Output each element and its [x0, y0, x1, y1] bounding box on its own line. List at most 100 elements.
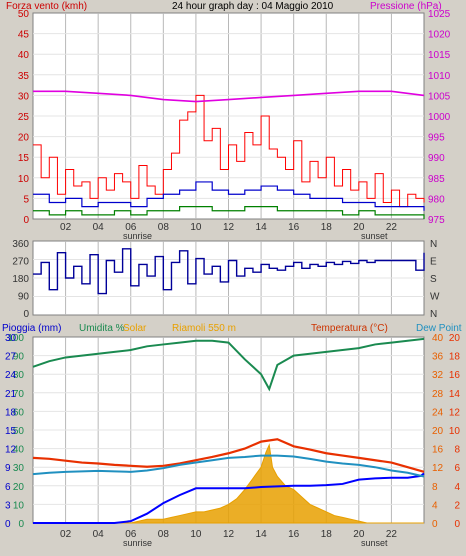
wind-speed-tick: 50 [18, 9, 30, 20]
temperature-tick-secondary: 0 [454, 519, 460, 530]
humidity-tick: 80 [13, 370, 25, 381]
solar-area [33, 443, 424, 524]
wind-speed-line [33, 94, 425, 208]
hour-tick-label: 08 [158, 222, 170, 233]
pressure-label: Pressione (hPa) [370, 1, 442, 12]
direction-compass-tick: S [430, 274, 437, 285]
rain-tick: 15 [5, 426, 17, 437]
wind-speed-tick: 20 [18, 133, 30, 144]
chart-title: 24 hour graph day : 04 Maggio 2010 [172, 1, 334, 12]
pressure-tick: 980 [428, 194, 445, 205]
temperature-tick: 0 [432, 519, 438, 530]
temperature-line [32, 438, 425, 473]
rain-tick: 12 [5, 445, 17, 456]
humidity-tick: 70 [13, 389, 25, 400]
wind-speed-axis: 0 5 10 15 20 25 30 35 40 45 50 [18, 9, 30, 226]
rain-tick: 3 [5, 500, 11, 511]
wind-direction-line [33, 248, 425, 295]
direction-degree-tick: 90 [18, 292, 30, 303]
wind-minimum-line [33, 206, 425, 219]
wind-speed-tick: 5 [23, 194, 29, 205]
temperature-tick: 28 [432, 389, 444, 400]
hour-tick-label: 12 [223, 222, 235, 233]
humidity-tick: 0 [18, 519, 24, 530]
hour-tick-label: 22 [386, 222, 398, 233]
hour-tick-label: 02 [60, 222, 72, 233]
wind-speed-tick: 15 [18, 153, 30, 164]
temperature-tick-secondary: 4 [454, 482, 460, 493]
radiance-label: Riamoli 550 m [172, 323, 236, 334]
hour-tick-label: 16 [288, 222, 300, 233]
pressure-tick: 1020 [428, 30, 451, 41]
bottom-grid [33, 337, 424, 523]
direction-degree-tick: 180 [12, 274, 29, 285]
humidity-label: Umidita % [79, 323, 125, 334]
temperature-tick-secondary: 2 [454, 500, 460, 511]
temperature-tick: 8 [432, 482, 438, 493]
rain-tick: 21 [5, 389, 17, 400]
humidity-line [32, 337, 425, 392]
temperature-tick: 24 [432, 407, 444, 418]
hour-tick-label: 18 [321, 529, 333, 540]
rain-tick: 0 [5, 519, 11, 530]
rain-line [33, 472, 425, 524]
temperature-tick-secondary: 18 [449, 352, 461, 363]
hour-tick-label: 12 [223, 529, 235, 540]
pressure-line [33, 90, 425, 103]
rain-tick: 6 [5, 482, 11, 493]
pressure-tick: 1000 [428, 112, 451, 123]
rain-tick: 24 [5, 370, 17, 381]
pressure-tick: 1015 [428, 50, 451, 61]
pressure-axis: 975 980 985 990 995 1000 1005 1010 1015 1020 1025 [428, 9, 451, 226]
wind-speed-tick: 10 [18, 174, 30, 185]
rain-tick: 27 [5, 352, 17, 363]
hour-tick-label: 20 [353, 529, 365, 540]
hour-tick-label: 16 [288, 529, 300, 540]
direction-degree-axis: 0 90 180 270 360 [12, 239, 29, 320]
rain-tick: 18 [5, 407, 17, 418]
sunrise-label: sunrise [123, 231, 152, 241]
humidity-tick: 20 [13, 482, 25, 493]
top-x-axis: 02 04 06 08 10 12 14 16 18 20 22 [60, 222, 397, 233]
direction-degree-tick: 270 [12, 257, 29, 268]
wind-speed-tick: 0 [23, 215, 29, 226]
temperature-axis-a: 0 4 8 12 16 20 24 28 32 36 40 [432, 333, 444, 530]
top-series [33, 90, 425, 219]
temperature-tick-secondary: 10 [449, 426, 461, 437]
wind-speed-tick: 45 [18, 30, 30, 41]
temperature-tick: 12 [432, 463, 444, 474]
temperature-tick: 20 [432, 426, 444, 437]
direction-compass-tick: E [430, 257, 437, 268]
temperature-tick-secondary: 20 [449, 333, 461, 344]
rain-axis: 0 3 6 9 12 15 18 21 24 27 30 [5, 333, 17, 530]
temperature-tick-secondary: 16 [449, 370, 461, 381]
hour-tick-label: 10 [190, 529, 202, 540]
wind-speed-tick: 30 [18, 91, 30, 102]
bottom-series [32, 337, 425, 524]
sunrise-label-bottom: sunrise [123, 538, 152, 548]
hour-tick-label: 08 [158, 529, 170, 540]
humidity-tick: 40 [13, 445, 25, 456]
temperature-tick-secondary: 12 [449, 407, 461, 418]
temperature-tick: 36 [432, 352, 444, 363]
direction-compass-tick: N [430, 309, 437, 320]
humidity-tick: 90 [13, 352, 25, 363]
rain-label: Pioggia (mm) [2, 323, 61, 334]
temperature-tick-secondary: 8 [454, 445, 460, 456]
temperature-tick: 4 [432, 500, 438, 511]
temperature-tick-secondary: 14 [449, 389, 461, 400]
temperature-label: Temperatura (°C) [311, 323, 388, 334]
sunset-label-bottom: sunset [361, 538, 388, 548]
humidity-tick: 60 [13, 407, 25, 418]
wind-speed-tick: 25 [18, 112, 30, 123]
pressure-tick: 1005 [428, 91, 451, 102]
humidity-tick: 10 [13, 500, 25, 511]
hour-tick-label: 20 [353, 222, 365, 233]
direction-compass-tick: W [430, 292, 440, 303]
bottom-x-axis: 02 04 06 08 10 12 14 16 18 20 22 [60, 529, 397, 540]
direction-series [33, 248, 425, 295]
direction-degree-tick: 0 [23, 309, 29, 320]
